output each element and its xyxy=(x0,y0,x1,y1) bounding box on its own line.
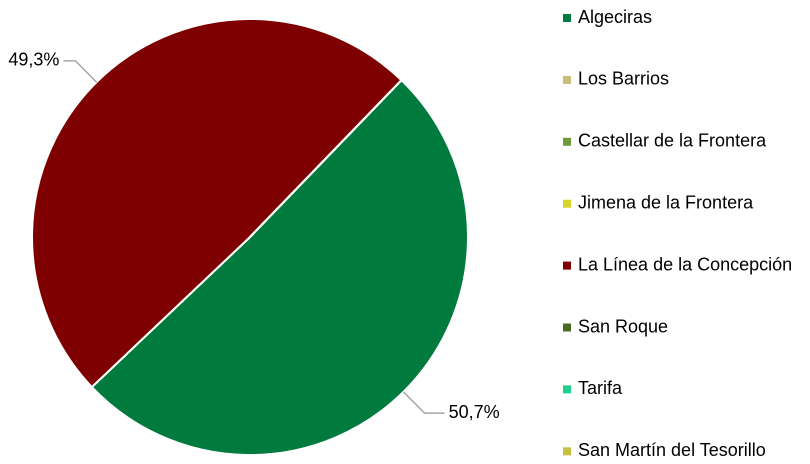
legend-label: Jimena de la Frontera xyxy=(578,192,754,212)
legend-label: San Roque xyxy=(578,316,668,336)
legend-swatch xyxy=(563,385,571,394)
legend-swatch xyxy=(563,75,571,84)
legend-label: Castellar de la Frontera xyxy=(578,131,767,151)
leader-line xyxy=(402,391,445,414)
legend-label: Algeciras xyxy=(578,7,652,27)
pie-slice xyxy=(31,18,403,389)
legend-label: La Línea de la Concepción xyxy=(578,254,792,274)
legend-swatch xyxy=(563,323,571,332)
legend-swatch xyxy=(563,447,571,456)
legend-label: Tarifa xyxy=(578,378,623,398)
legend-swatch xyxy=(563,137,571,146)
data-label: 49,3% xyxy=(8,50,59,70)
data-label: 50,7% xyxy=(449,402,500,422)
legend-swatch xyxy=(563,14,571,22)
leader-line xyxy=(63,60,98,83)
legend-label: Los Barrios xyxy=(578,69,669,89)
legend-swatch xyxy=(563,199,571,208)
legend-swatch xyxy=(563,261,571,270)
legend-label: San Martín del Tesorillo xyxy=(578,440,766,460)
pie-slice xyxy=(90,78,469,456)
